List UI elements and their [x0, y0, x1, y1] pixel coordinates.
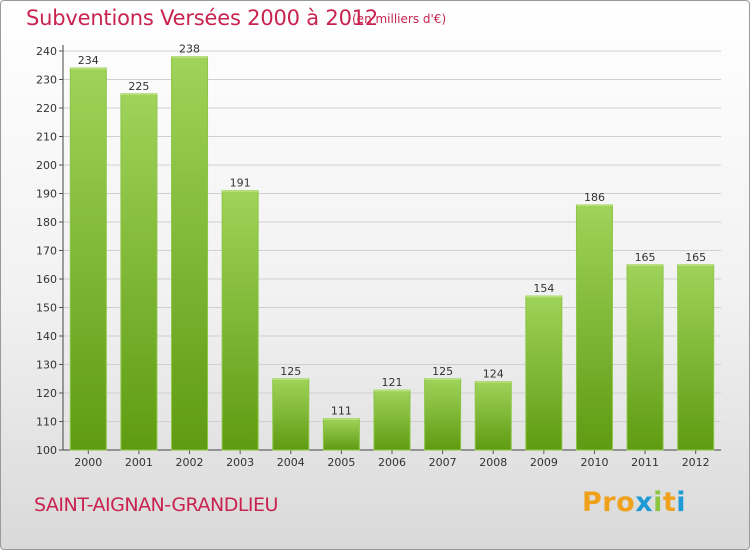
x-tick-label: 2010 [580, 456, 608, 469]
y-tick-label: 150 [36, 302, 57, 315]
data-label: 125 [432, 365, 453, 378]
y-tick-label: 220 [36, 102, 57, 115]
x-tick-label: 2009 [530, 456, 558, 469]
x-tick-label: 2006 [378, 456, 406, 469]
bar-2012 [677, 264, 715, 451]
y-tick-label: 100 [36, 444, 57, 457]
y-tick-label: 130 [36, 359, 57, 372]
x-tick-label: 2007 [429, 456, 457, 469]
x-tick-label: 2001 [125, 456, 153, 469]
y-tick-label: 140 [36, 330, 57, 343]
commune-name: SAINT-AIGNAN-GRANDLIEU [34, 494, 278, 516]
bars [69, 56, 715, 451]
x-tick-label: 2002 [176, 456, 204, 469]
logo-letter: P [582, 487, 603, 518]
y-tick-label: 240 [36, 45, 57, 58]
data-label: 125 [280, 365, 301, 378]
y-tick-label: 170 [36, 245, 57, 258]
logo-letter: i [653, 487, 663, 518]
proxiti-logo: Proxiti [582, 487, 686, 518]
x-tick-label: 2011 [631, 456, 659, 469]
bar-2007 [424, 378, 462, 451]
data-label: 238 [179, 43, 200, 56]
logo-letter: x [635, 487, 654, 518]
data-label: 234 [78, 54, 99, 67]
y-tick-label: 120 [36, 387, 57, 400]
bar-2008 [474, 381, 512, 451]
data-label: 165 [635, 251, 656, 264]
bar-2002 [171, 56, 209, 451]
bar-2000 [69, 67, 107, 451]
logo-letter: t [662, 487, 677, 518]
data-label: 191 [230, 177, 251, 190]
y-tick-label: 210 [36, 131, 57, 144]
y-tick-label: 110 [36, 416, 57, 429]
data-label: 225 [128, 80, 149, 93]
logo-letter: r [602, 487, 617, 518]
bar-2003 [221, 190, 259, 451]
data-label: 186 [584, 191, 605, 204]
bar-2001 [120, 93, 158, 451]
chart-subtitle: (en milliers d'€) [352, 12, 447, 26]
x-tick-label: 2005 [327, 456, 355, 469]
y-tick-label: 230 [36, 74, 57, 87]
logo-letter: i [676, 487, 687, 518]
x-tick-label: 2008 [479, 456, 507, 469]
bar-2006 [373, 389, 411, 451]
data-labels: 234 225 238 191 125 111 121 125 124 154 186 165 165 [78, 43, 706, 418]
bar-2005 [322, 418, 360, 451]
x-tick-label: 2004 [277, 456, 305, 469]
y-tick-label: 200 [36, 159, 57, 172]
bar-2009 [525, 295, 563, 451]
bar-2010 [575, 204, 613, 451]
data-label: 111 [331, 405, 352, 418]
axes: 100 110 120 130 140 150 160 170 180 190 200 210 220 2… [36, 45, 721, 469]
chart-title: Subventions Versées 2000 à 2012 [26, 6, 379, 30]
y-tick-label: 160 [36, 273, 57, 286]
y-tick-label: 180 [36, 216, 57, 229]
bar-2011 [626, 264, 664, 451]
data-label: 154 [533, 282, 554, 295]
x-tick-label: 2000 [74, 456, 102, 469]
y-tick-label: 190 [36, 188, 57, 201]
x-tick-label: 2003 [226, 456, 254, 469]
data-label: 165 [685, 251, 706, 264]
data-label: 124 [483, 368, 504, 381]
data-label: 121 [382, 376, 403, 389]
x-tick-label: 2012 [682, 456, 710, 469]
bar-2004 [272, 378, 310, 451]
logo-letter: o [616, 487, 636, 518]
